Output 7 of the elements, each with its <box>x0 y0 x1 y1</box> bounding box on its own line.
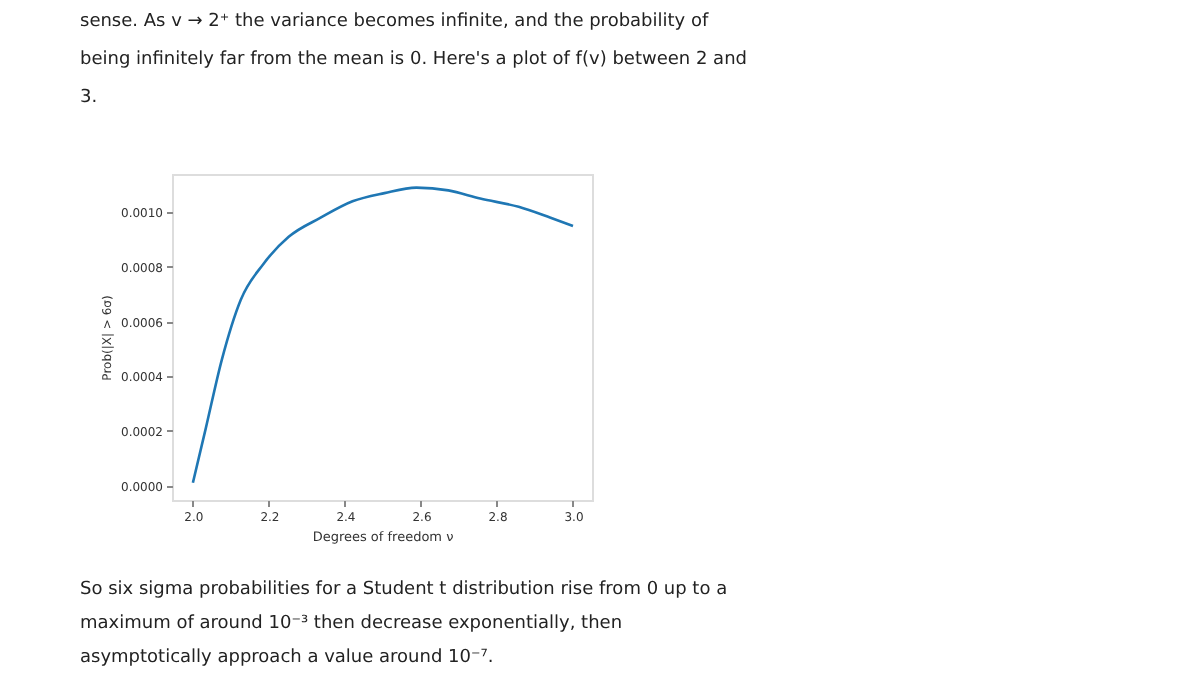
text: maximum of around 10⁻³ then decrease exponentially, then <box>80 614 623 634</box>
line-series <box>191 186 575 485</box>
text: asymptotically approach a value around 10⁻⁷. <box>80 648 494 668</box>
text: sense. As v → 2⁺ the variance becomes infinite, and the probability of <box>80 12 710 32</box>
text: being infinitely far from the mean is 0. Here's a plot of f(v) between 2 and <box>80 50 747 70</box>
text: So six sigma probabilities for a Student t distribution rise from 0 up to a <box>80 580 728 600</box>
text: 3. <box>80 88 98 108</box>
